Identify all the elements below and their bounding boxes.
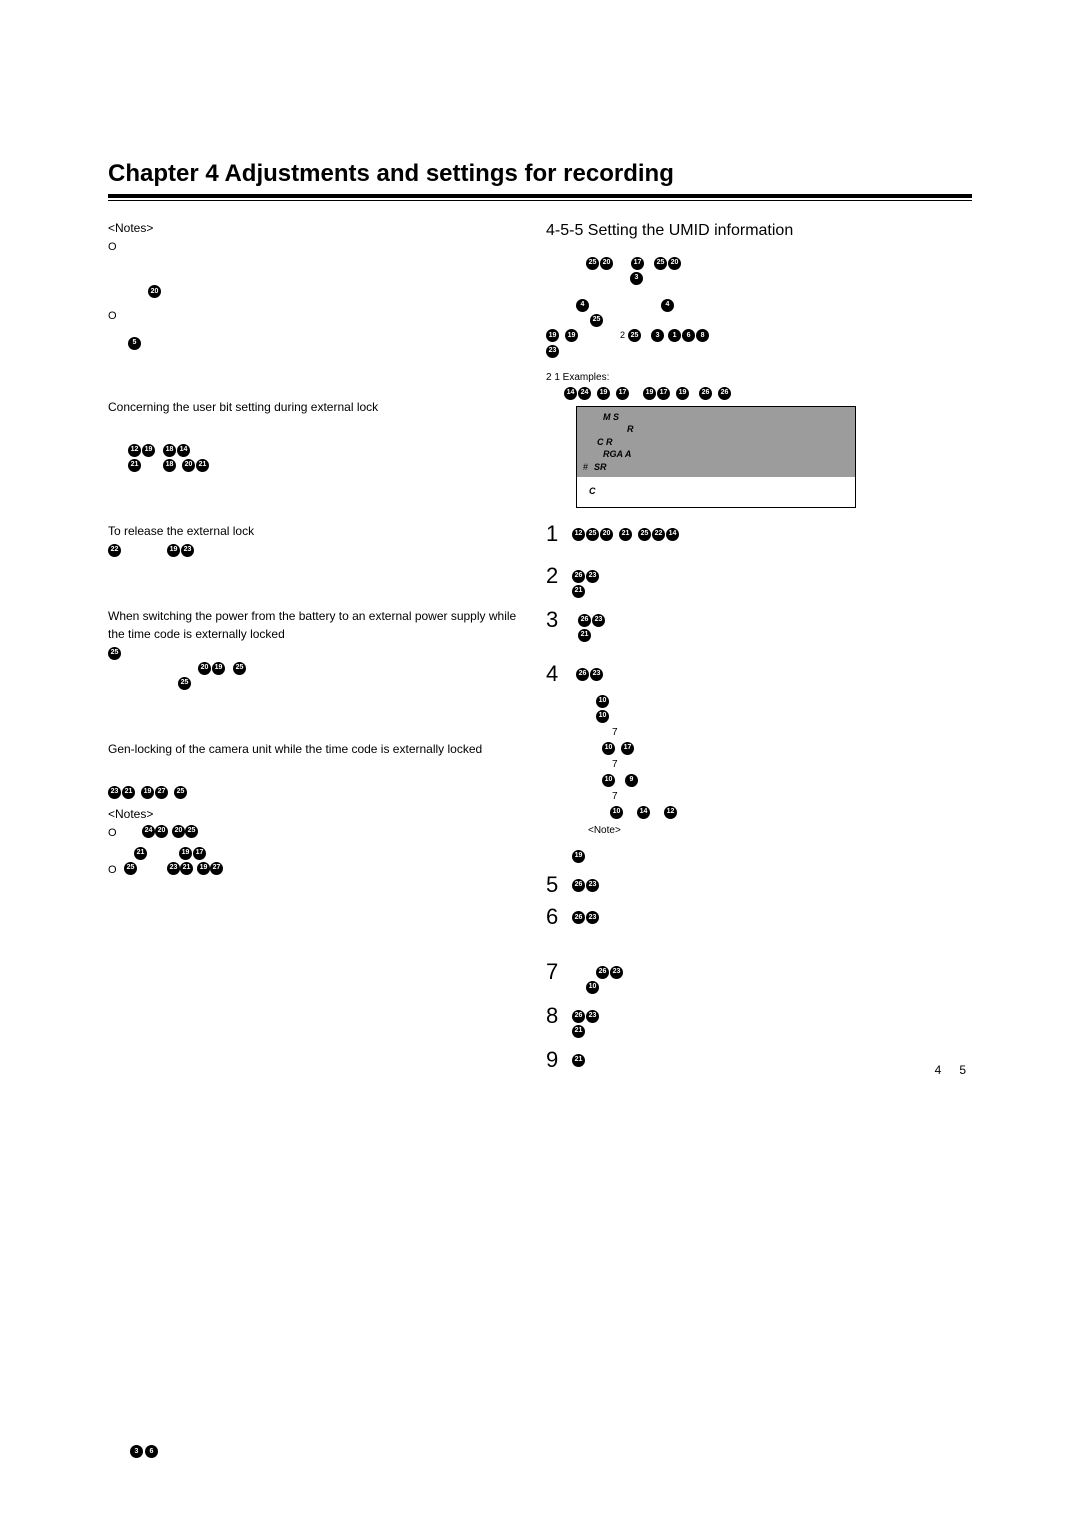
bullet-marker: O <box>108 825 122 842</box>
dot-row: 21 1917 <box>108 847 518 860</box>
step-2: 2 2623 21 <box>546 564 966 600</box>
dot-row: 25 <box>546 314 966 327</box>
left-column: <Notes> O 20 O 5 Concerning the user bit… <box>108 219 518 1080</box>
side-numbers: 4 5 <box>935 1061 966 1079</box>
subhead-genlock: Gen-locking of the camera unit while the… <box>108 740 518 758</box>
dot-row: 22 1923 <box>108 544 518 557</box>
bullet-marker: O <box>108 308 122 325</box>
bullet-marker: O <box>108 862 122 879</box>
chapter-title: Chapter 4 Adjustments and settings for r… <box>108 160 972 188</box>
dot-row: 25 <box>108 647 518 660</box>
dot-row: 2321 1927 25 <box>108 786 518 799</box>
dot-row: 1219 1814 <box>108 444 518 457</box>
step-1: 1 122520 21 252214 <box>546 522 966 546</box>
step-6: 6 2623 <box>546 905 966 929</box>
page-number: 36 <box>130 1445 158 1458</box>
title-rule-thick <box>108 194 972 198</box>
subhead-power-switch: When switching the power from the batter… <box>108 607 518 643</box>
notes-label: <Notes> <box>108 805 518 823</box>
step-5: 5 2623 <box>546 873 966 897</box>
bullet-marker: O <box>108 239 122 256</box>
section-heading-umid: 4-5-5 Setting the UMID information <box>546 219 966 243</box>
dot-row: 23 <box>546 345 966 358</box>
step-7: 7 2623 10 <box>546 960 966 996</box>
right-column: 4-5-5 Setting the UMID information 2520 … <box>546 219 966 1080</box>
title-rule-thin <box>108 200 972 201</box>
examples-label: 2 1 Examples: <box>546 370 966 385</box>
subhead-user-bit: Concerning the user bit setting during e… <box>108 398 518 416</box>
notes-label: <Notes> <box>108 219 518 237</box>
step-3: 3 2623 21 <box>546 608 966 644</box>
ref-dot: 20 <box>148 285 161 298</box>
step-8: 8 2623 21 <box>546 1004 966 1040</box>
dot-row: 3 <box>546 272 966 285</box>
ref-dot: 5 <box>128 337 141 350</box>
step-4: 4 2623 10 10 7 1017 7 109 7 10 14 12 <box>546 662 966 865</box>
step-9: 9 21 <box>546 1048 966 1072</box>
note-label: <Note> <box>572 823 966 838</box>
dot-row: 21 18 2021 <box>108 459 518 472</box>
example-box: M S R C R RGA A #SR C <box>576 406 856 508</box>
dot-row: 1424 19 17 1917 19 26 26 <box>546 387 966 400</box>
dot-row: 25 <box>108 677 518 690</box>
dot-row: 19 19 2 25 3 168 <box>546 329 966 343</box>
dot-row: 4 4 <box>546 299 966 312</box>
subhead-release-lock: To release the external lock <box>108 522 518 540</box>
dot-row: 2019 25 <box>108 662 518 675</box>
inline-text: 2 <box>620 329 625 343</box>
dot-row: 2520 17 2520 <box>546 257 966 270</box>
